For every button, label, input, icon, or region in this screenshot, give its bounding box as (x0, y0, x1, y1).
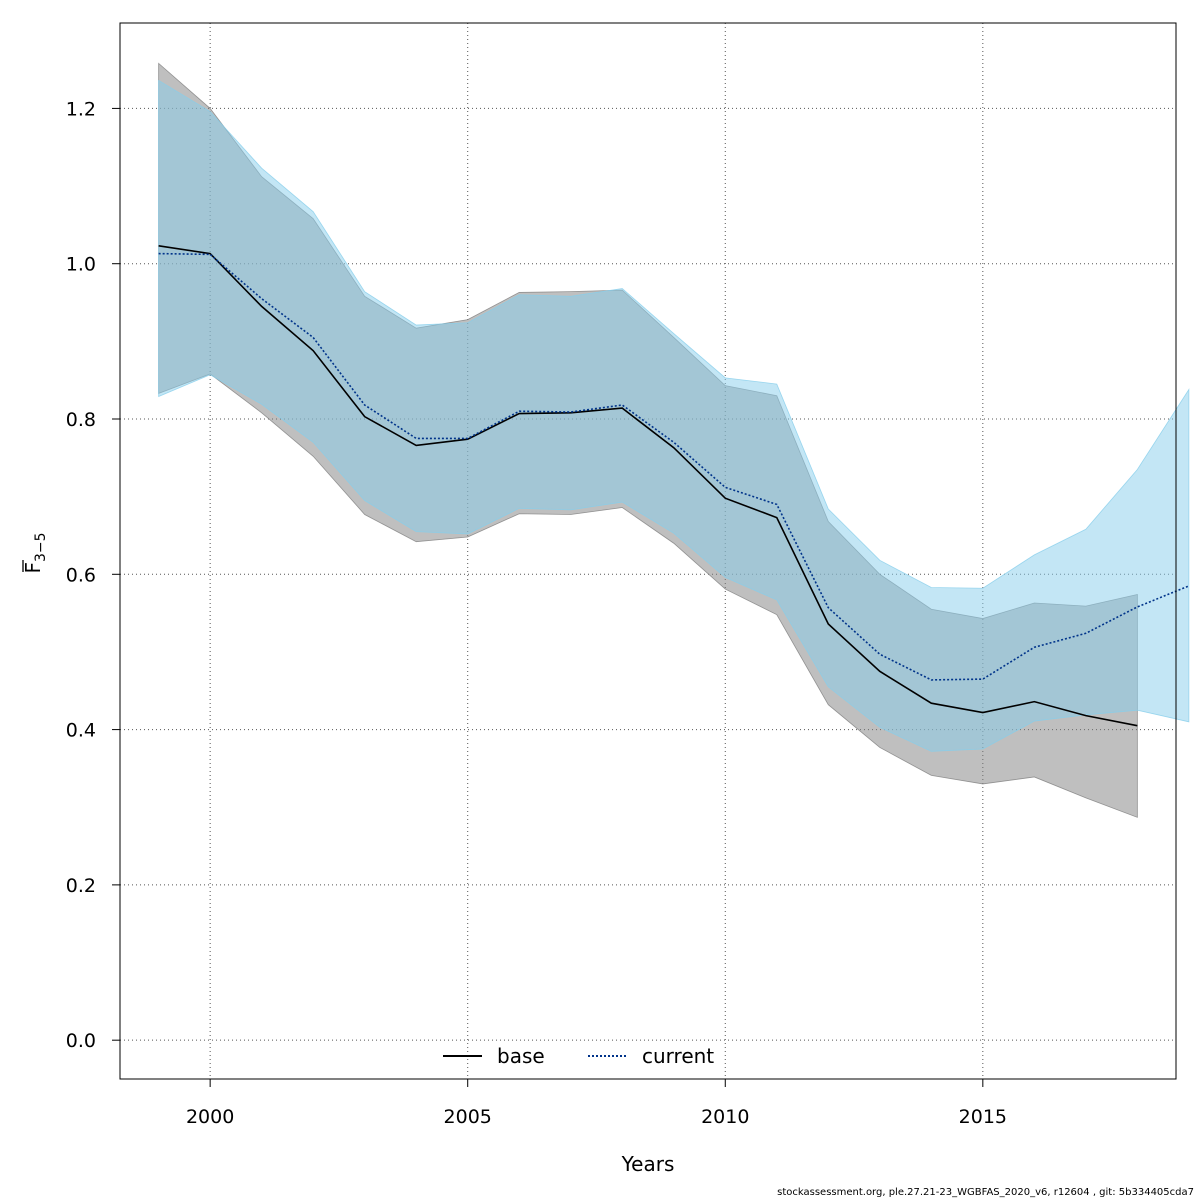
y-tick-label: 0.0 (66, 1030, 96, 1052)
confidence-band-current (158, 79, 1190, 752)
y-axis-ticks: 0.0 0.2 0.4 0.6 0.8 1.0 1.2 (66, 98, 120, 1052)
series-lines (158, 245, 1190, 727)
x-tick-label: 2015 (959, 1106, 1007, 1128)
x-axis-title: Years (621, 1152, 675, 1176)
y-tick-label: 1.0 (66, 254, 96, 276)
x-tick-label: 2000 (186, 1106, 234, 1128)
legend-label-current: current (642, 1044, 714, 1068)
y-axis-title: F3−5 (21, 532, 49, 573)
svg-text:F3−5: F3−5 (21, 532, 49, 573)
legend: base current (443, 1044, 714, 1068)
y-tick-label: 0.8 (66, 409, 96, 431)
series-line-base (158, 245, 1138, 727)
series-line-current (158, 252, 1190, 681)
legend-label-base: base (497, 1044, 545, 1068)
y-tick-label: 0.4 (66, 720, 96, 742)
x-axis-ticks: 2000 2005 2010 2015 (186, 1079, 1007, 1128)
plot-frame (119, 22, 1177, 1080)
y-tick-label: 0.2 (66, 875, 96, 897)
x-tick-label: 2010 (701, 1106, 749, 1128)
y-axis-title-main: F (21, 562, 45, 574)
grid-lines (120, 23, 1176, 1079)
y-axis-title-sub: 3−5 (33, 532, 49, 562)
confidence-bands (158, 62, 1190, 818)
y-tick-label: 1.2 (66, 98, 96, 120)
x-tick-label: 2005 (444, 1106, 492, 1128)
y-tick-label: 0.6 (66, 564, 96, 586)
source-footnote: stockassessment.org, ple.27.21-23_WGBFAS… (777, 1187, 1194, 1198)
